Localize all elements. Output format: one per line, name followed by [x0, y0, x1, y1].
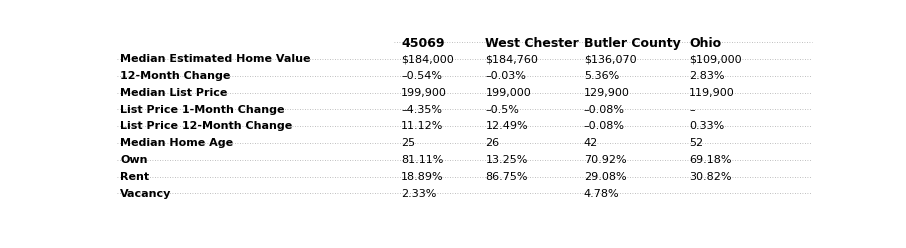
- Text: –0.54%: –0.54%: [401, 71, 442, 81]
- Text: –0.08%: –0.08%: [583, 122, 625, 131]
- Text: Median Home Age: Median Home Age: [120, 138, 234, 148]
- Text: $109,000: $109,000: [689, 54, 742, 64]
- Text: 29.08%: 29.08%: [583, 172, 626, 182]
- Text: $184,760: $184,760: [486, 54, 538, 64]
- Text: Median Estimated Home Value: Median Estimated Home Value: [120, 54, 311, 64]
- Text: Median List Price: Median List Price: [120, 88, 227, 98]
- Text: List Price 12-Month Change: List Price 12-Month Change: [120, 122, 293, 131]
- Text: 69.18%: 69.18%: [689, 155, 731, 165]
- Text: West Chester: West Chester: [486, 37, 579, 50]
- Text: 119,900: 119,900: [689, 88, 735, 98]
- Text: 12-Month Change: 12-Month Change: [120, 71, 231, 81]
- Text: List Price 1-Month Change: List Price 1-Month Change: [120, 105, 284, 115]
- Text: 0.33%: 0.33%: [689, 122, 724, 131]
- Text: 2.33%: 2.33%: [401, 189, 437, 199]
- Text: 12.49%: 12.49%: [486, 122, 528, 131]
- Text: 199,000: 199,000: [486, 88, 531, 98]
- Text: Vacancy: Vacancy: [120, 189, 171, 199]
- Text: 45069: 45069: [401, 37, 445, 50]
- Text: 81.11%: 81.11%: [401, 155, 444, 165]
- Text: $184,000: $184,000: [401, 54, 454, 64]
- Text: Own: Own: [120, 155, 148, 165]
- Text: Butler County: Butler County: [583, 37, 680, 50]
- Text: 70.92%: 70.92%: [583, 155, 626, 165]
- Text: 2.83%: 2.83%: [689, 71, 725, 81]
- Text: 42: 42: [583, 138, 598, 148]
- Text: 11.12%: 11.12%: [401, 122, 444, 131]
- Text: $136,070: $136,070: [583, 54, 636, 64]
- Text: 5.36%: 5.36%: [583, 71, 619, 81]
- Text: 129,900: 129,900: [583, 88, 630, 98]
- Text: 52: 52: [689, 138, 703, 148]
- Text: Ohio: Ohio: [689, 37, 721, 50]
- Text: 25: 25: [401, 138, 415, 148]
- Text: –0.5%: –0.5%: [486, 105, 519, 115]
- Text: 26: 26: [486, 138, 499, 148]
- Text: 86.75%: 86.75%: [486, 172, 528, 182]
- Text: –0.03%: –0.03%: [486, 71, 526, 81]
- Text: 18.89%: 18.89%: [401, 172, 444, 182]
- Text: –: –: [689, 105, 695, 115]
- Text: 4.78%: 4.78%: [583, 189, 620, 199]
- Text: –4.35%: –4.35%: [401, 105, 442, 115]
- Text: –0.08%: –0.08%: [583, 105, 625, 115]
- Text: 13.25%: 13.25%: [486, 155, 528, 165]
- Text: Rent: Rent: [120, 172, 149, 182]
- Text: 30.82%: 30.82%: [689, 172, 731, 182]
- Text: 199,900: 199,900: [401, 88, 447, 98]
